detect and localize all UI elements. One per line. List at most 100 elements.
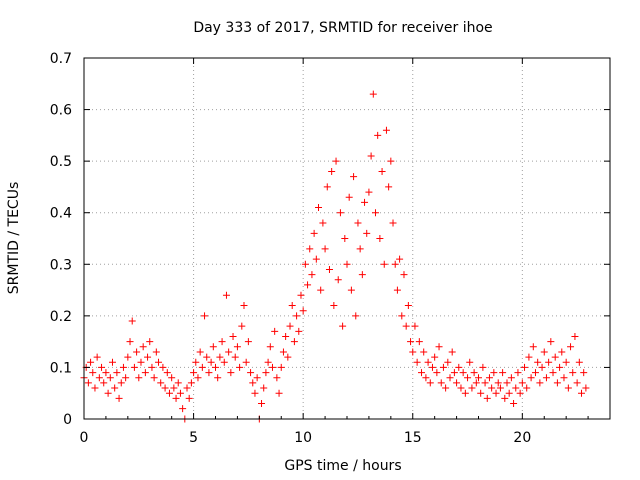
data-point: [350, 173, 358, 181]
data-point: [192, 358, 200, 366]
data-point: [306, 245, 314, 253]
data-point: [84, 379, 92, 387]
data-point: [382, 126, 390, 134]
data-point: [538, 363, 546, 371]
data-point: [499, 369, 507, 377]
data-point: [472, 379, 480, 387]
data-point: [439, 363, 447, 371]
data-point: [477, 389, 485, 397]
data-point: [411, 322, 419, 330]
data-point: [284, 353, 292, 361]
data-point: [523, 384, 531, 392]
data-point: [558, 348, 566, 356]
data-point: [115, 394, 123, 402]
data-point: [297, 291, 305, 299]
data-point: [457, 384, 465, 392]
data-point: [426, 379, 434, 387]
data-point: [424, 358, 432, 366]
data-point: [260, 384, 268, 392]
data-point: [253, 374, 261, 382]
data-point: [450, 369, 458, 377]
y-tick-label: 0.6: [50, 103, 72, 119]
data-point: [108, 358, 116, 366]
x-tick-label: 10: [294, 430, 312, 446]
data-point: [216, 353, 224, 361]
data-point: [251, 389, 259, 397]
data-point: [341, 235, 349, 242]
data-point: [299, 307, 307, 315]
data-point: [404, 302, 412, 310]
data-point: [266, 343, 274, 351]
data-point: [247, 369, 255, 377]
x-axis-label: GPS time / hours: [284, 458, 401, 474]
data-point: [106, 374, 114, 382]
data-point: [385, 183, 393, 191]
data-point: [374, 131, 382, 139]
data-point: [233, 343, 241, 351]
data-point: [431, 353, 439, 361]
data-point: [479, 363, 487, 371]
data-point: [380, 260, 388, 268]
data-point: [321, 245, 329, 253]
data-point: [102, 369, 110, 377]
data-point: [418, 369, 426, 377]
data-point: [304, 281, 312, 289]
data-point: [119, 363, 127, 371]
data-point: [183, 384, 191, 392]
y-tick-label: 0.7: [50, 51, 72, 67]
data-point: [295, 327, 303, 335]
data-point: [514, 369, 522, 377]
x-tick-label: 15: [404, 430, 422, 446]
data-point: [196, 348, 204, 356]
data-point: [227, 369, 235, 377]
y-tick-label: 0: [63, 412, 72, 428]
data-point: [172, 394, 180, 402]
data-point: [133, 348, 141, 356]
data-point: [569, 369, 577, 377]
data-point: [91, 384, 99, 392]
data-point: [288, 302, 296, 310]
data-point: [137, 358, 145, 366]
data-point: [170, 384, 178, 392]
data-point: [582, 384, 590, 392]
data-point: [531, 369, 539, 377]
data-point: [545, 358, 553, 366]
data-point: [168, 374, 176, 382]
data-point: [325, 265, 333, 273]
data-points: [80, 90, 590, 423]
data-point: [264, 358, 272, 366]
data-point: [185, 394, 193, 402]
data-point: [540, 348, 548, 356]
data-point: [203, 353, 211, 361]
data-point: [111, 384, 119, 392]
data-point: [547, 338, 555, 346]
data-point: [332, 157, 340, 165]
data-point: [398, 312, 406, 320]
data-point: [89, 369, 97, 377]
tick-labels: 0 5 10 15 20 0 0.1 0.2 0.3 0.4 0.5 0.6 0.7: [50, 51, 532, 446]
data-point: [205, 369, 213, 377]
data-point: [176, 389, 184, 397]
data-point: [376, 235, 384, 242]
x-tick-label: 5: [189, 430, 198, 446]
data-point: [446, 374, 454, 382]
data-point: [553, 379, 561, 387]
data-point: [466, 358, 474, 366]
data-point: [159, 363, 167, 371]
data-point: [369, 90, 377, 98]
x-tick-label: 0: [80, 430, 89, 446]
data-point: [529, 343, 537, 351]
data-point: [220, 358, 228, 366]
data-point: [179, 405, 187, 413]
data-point: [315, 204, 323, 212]
data-point: [293, 312, 301, 320]
data-point: [564, 384, 572, 392]
data-point: [244, 338, 252, 346]
y-tick-label: 0.4: [50, 206, 72, 222]
data-point: [536, 379, 544, 387]
data-point: [207, 358, 215, 366]
data-point: [122, 374, 130, 382]
data-point: [507, 374, 515, 382]
data-point: [505, 389, 513, 397]
